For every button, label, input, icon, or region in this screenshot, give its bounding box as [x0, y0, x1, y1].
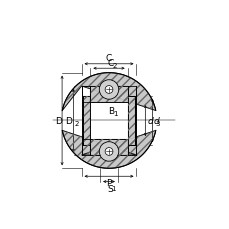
Polygon shape [62, 131, 155, 169]
Text: D: D [55, 117, 62, 125]
Circle shape [105, 148, 112, 156]
Text: 2: 2 [112, 63, 116, 69]
Text: C: C [107, 59, 113, 68]
Text: d: d [147, 117, 153, 125]
Text: C: C [105, 53, 112, 62]
Text: 2: 2 [74, 121, 79, 127]
Polygon shape [62, 73, 155, 111]
Text: D: D [65, 117, 72, 125]
Bar [90, 139, 127, 155]
Bar [83, 96, 90, 146]
Bar [127, 96, 134, 146]
Text: P: P [106, 179, 111, 188]
Text: 1: 1 [111, 185, 115, 191]
Text: 1: 1 [113, 110, 117, 116]
Text: B: B [108, 107, 114, 116]
Bar [127, 96, 134, 146]
Bar [83, 96, 90, 146]
Circle shape [99, 80, 118, 100]
Bar [90, 87, 127, 102]
Circle shape [105, 86, 112, 94]
Bar [90, 87, 127, 102]
Bar [90, 139, 127, 155]
Text: S: S [106, 184, 112, 193]
Text: 3: 3 [155, 121, 159, 127]
Text: d: d [153, 117, 158, 125]
Circle shape [99, 142, 118, 161]
